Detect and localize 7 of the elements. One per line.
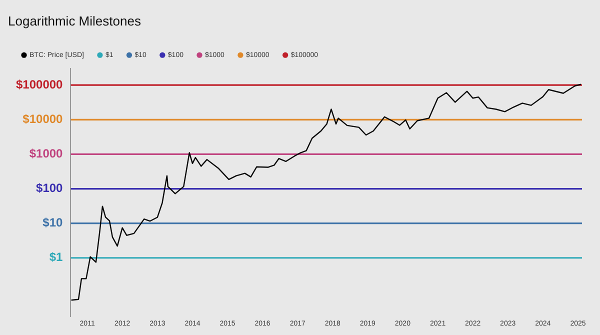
y-tick-label: $100 (36, 181, 64, 196)
y-tick-label: $10 (42, 216, 64, 230)
chart-title: Logarithmic Milestones (8, 13, 142, 28)
y-tick-label: $10000 (22, 112, 64, 126)
y-tick-label: $100000 (16, 77, 64, 92)
y-tick-label: $1 (49, 250, 64, 264)
y-tick-label: $1000 (29, 146, 64, 161)
